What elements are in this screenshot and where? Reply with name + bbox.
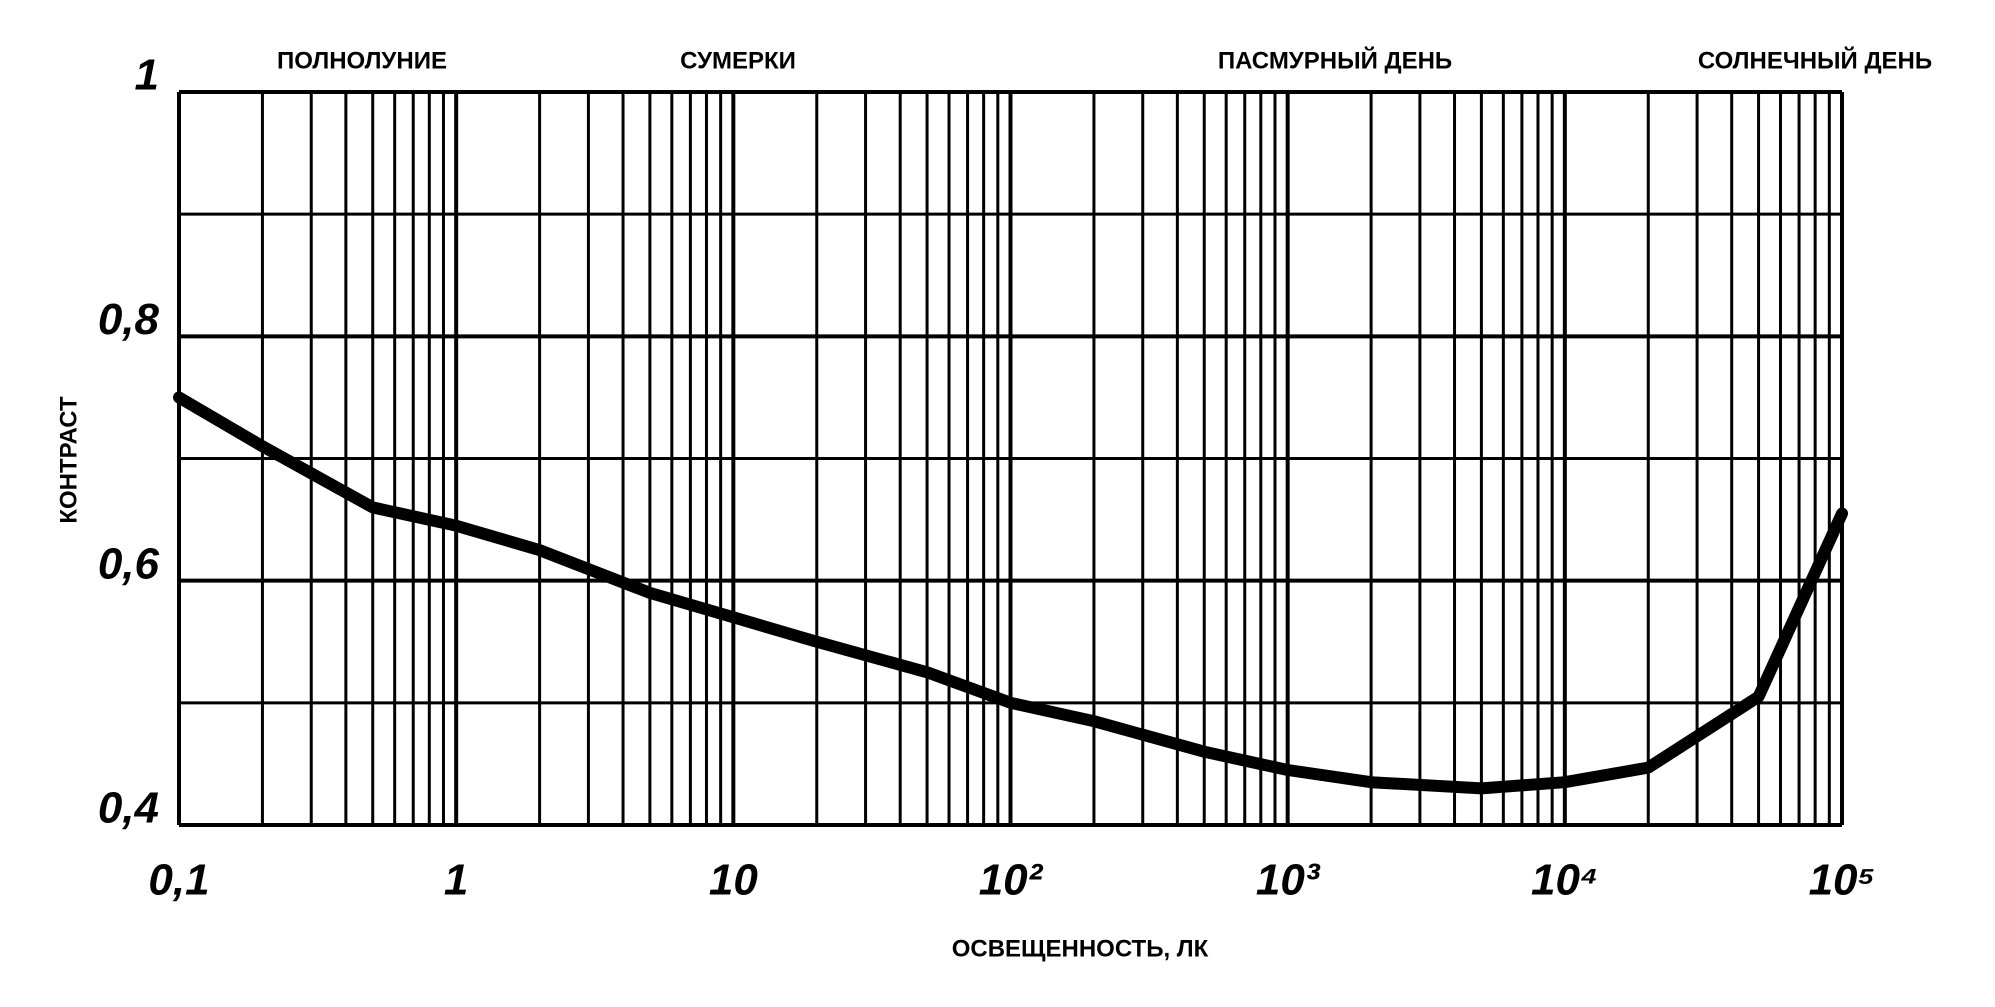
band-label: ПАСМУРНЫЙ ДЕНЬ	[1218, 46, 1452, 74]
y-tick-label: 0,4	[98, 784, 159, 833]
x-tick-label: 0,1	[148, 856, 209, 905]
y-tick-label: 0,6	[98, 539, 160, 588]
y-tick-label: 1	[135, 51, 159, 100]
band-label: ПОЛНОЛУНИЕ	[277, 47, 447, 74]
x-tick-label: 1	[444, 856, 468, 905]
x-axis-label: ОСВЕЩЕННОСТЬ, ЛК	[952, 935, 1209, 962]
x-tick-label: 10²	[979, 856, 1044, 905]
band-label: СОЛНЕЧНЫЙ ДЕНЬ	[1698, 46, 1932, 74]
data-line	[173, 391, 1848, 795]
x-tick-label: 10⁴	[1531, 856, 1599, 905]
x-tick-label: 10	[709, 856, 758, 905]
band-label: СУМЕРКИ	[680, 47, 796, 74]
y-tick-label: 0,8	[98, 295, 160, 344]
x-tick-label: 10⁵	[1809, 856, 1876, 905]
x-tick-label: 10³	[1256, 856, 1321, 905]
y-axis-label: КОНТРАСТ	[55, 396, 82, 524]
